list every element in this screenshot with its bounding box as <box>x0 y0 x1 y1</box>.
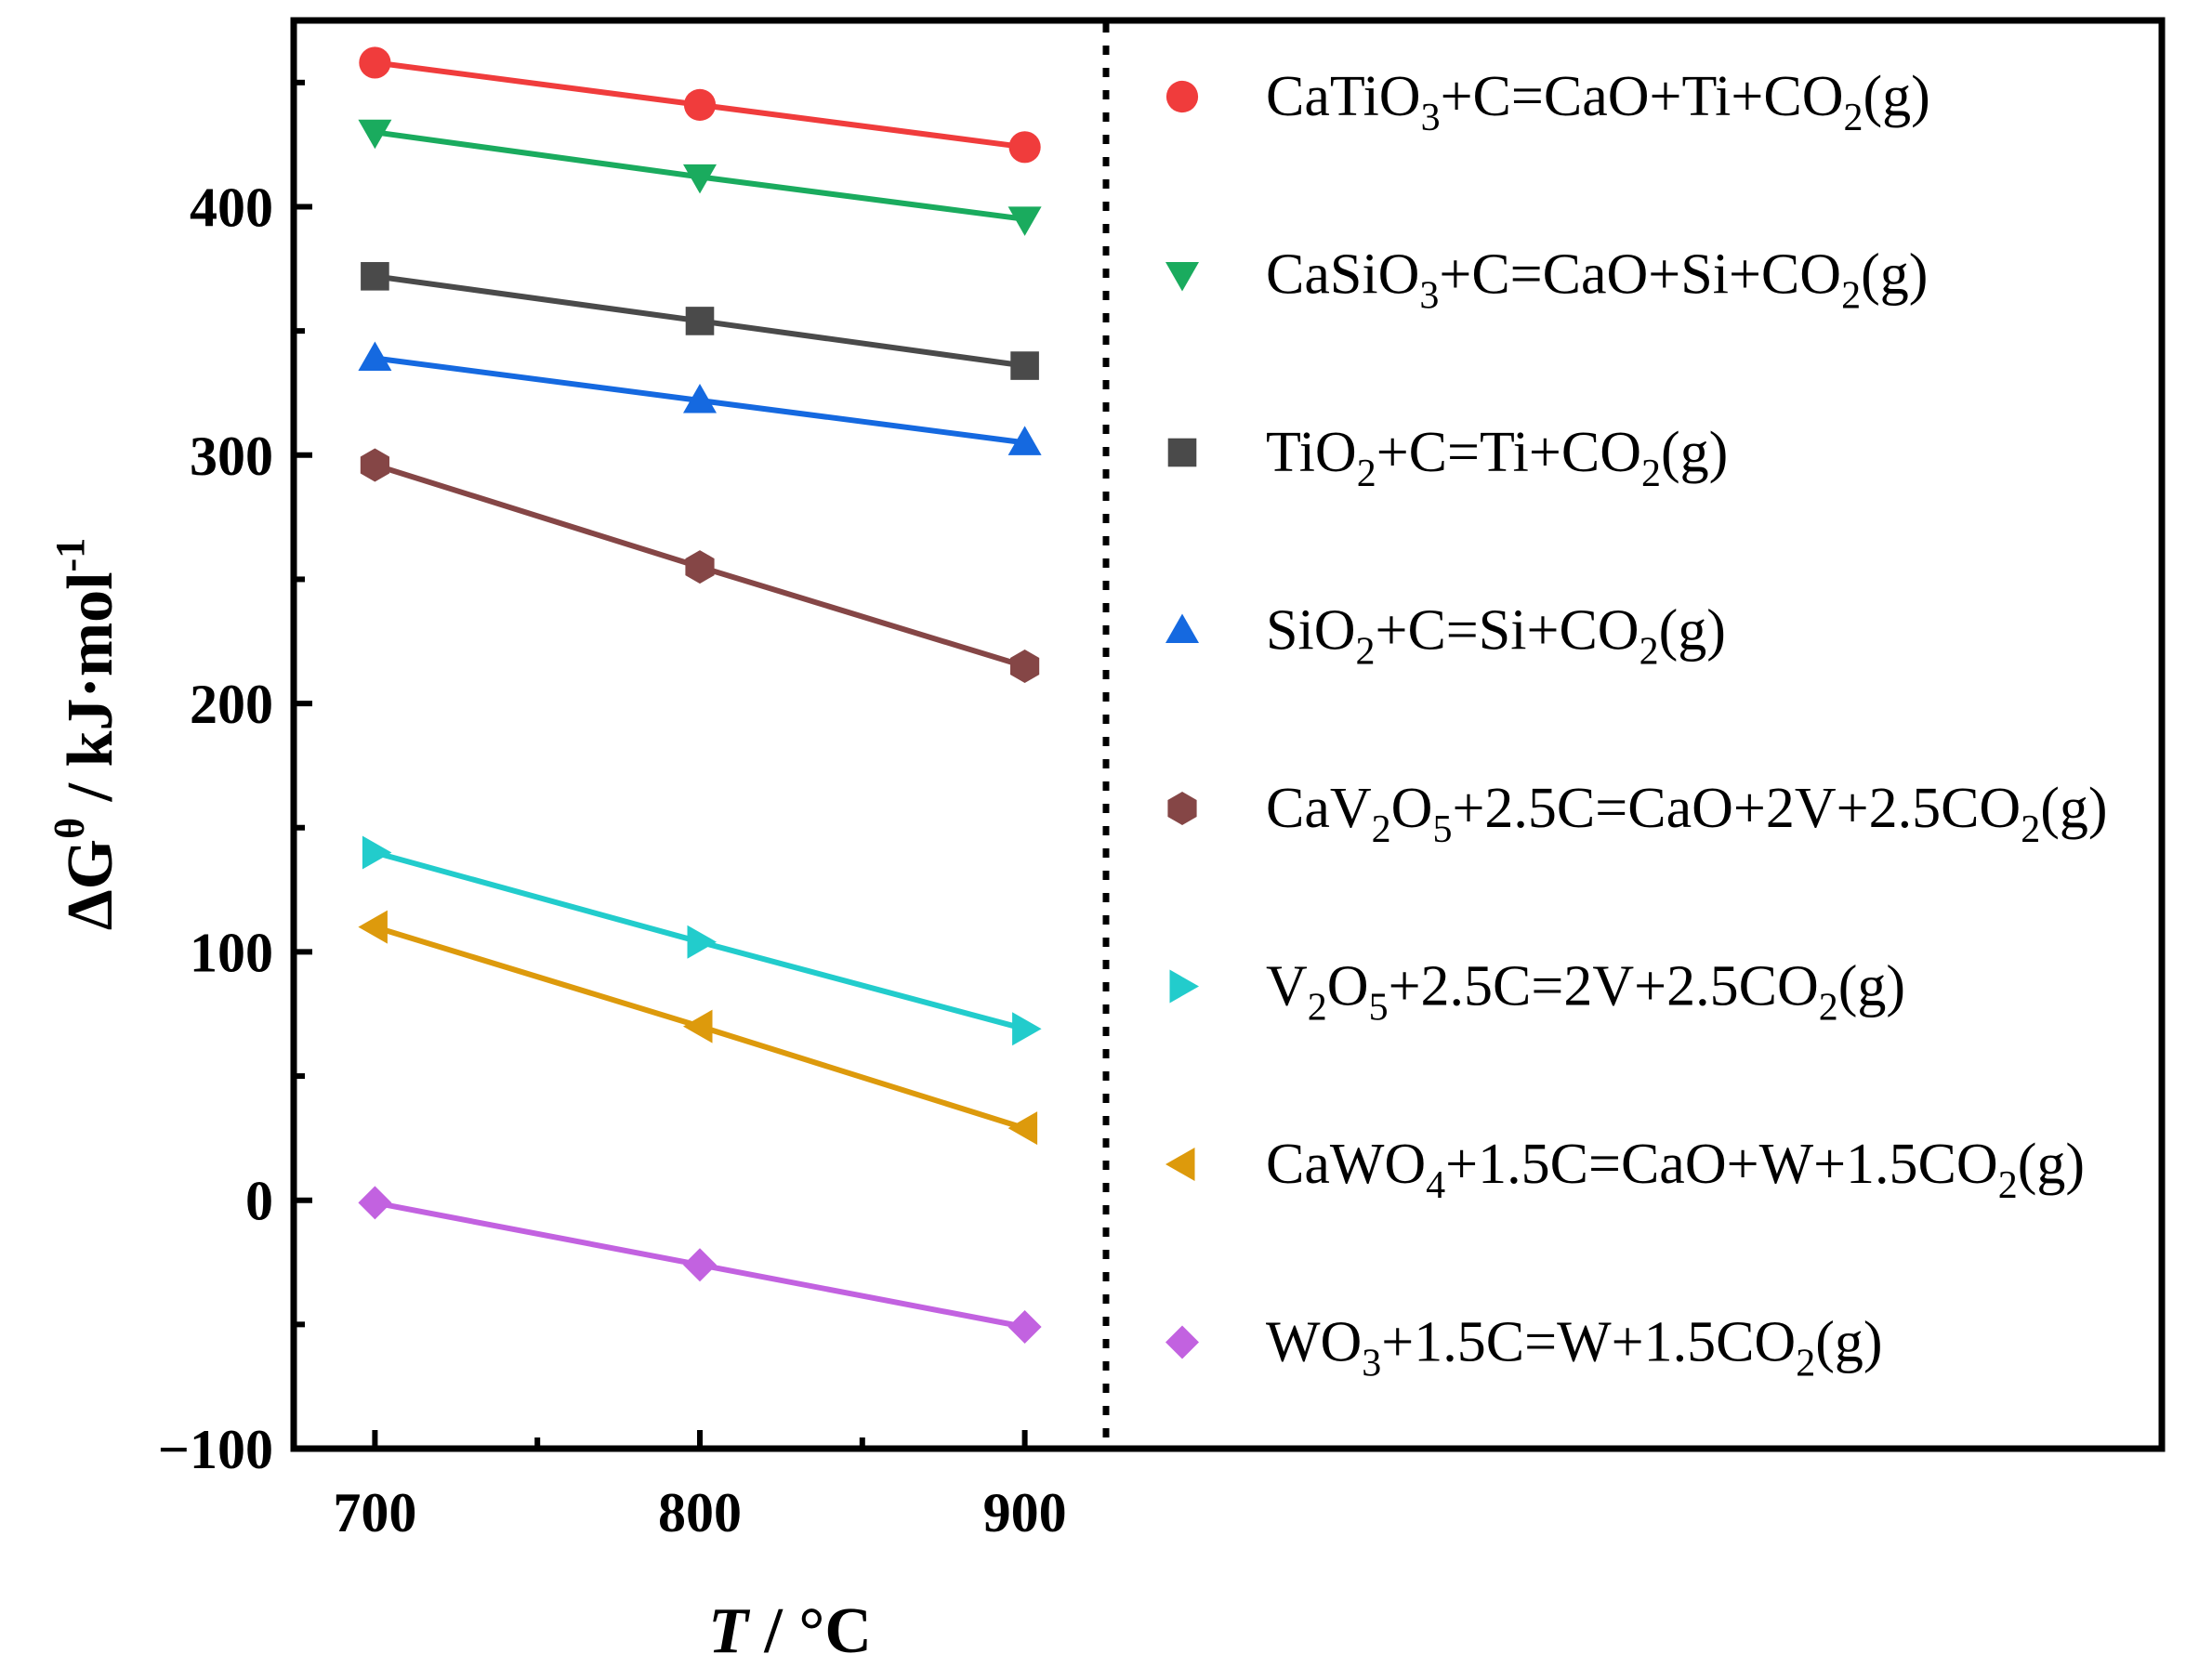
legend-label: CaTiO3+C=CaO+Ti+CO2(g) <box>1266 65 1930 139</box>
data-point <box>362 835 392 870</box>
y-axis-unit: / kJ·mol <box>55 571 126 817</box>
x-axis-unit: / °C <box>748 1595 872 1667</box>
legend-label: V2O5+2.5C=2V+2.5CO2(g) <box>1266 955 1905 1030</box>
legend-label: CaSiO3+C=CaO+Si+CO2(g) <box>1266 243 1928 318</box>
legend-marker <box>1165 613 1199 643</box>
legend-item: CaWO4+1.5C=CaO+W+1.5CO2(g) <box>1165 1133 2085 1207</box>
legend-label: CaV2O5+2.5C=CaO+2V+2.5CO2(g) <box>1266 777 2108 851</box>
legend-marker <box>1169 969 1199 1004</box>
plot-frame <box>290 17 2166 1452</box>
y-axis-unit-exponent: -1 <box>47 538 93 572</box>
y-axis-theta: θ <box>47 818 93 839</box>
data-point <box>683 1009 713 1043</box>
data-point <box>685 550 715 584</box>
data-point <box>358 1186 392 1220</box>
data-point <box>358 119 392 150</box>
x-axis-label: T / °C <box>708 1595 872 1667</box>
data-point <box>683 1248 717 1282</box>
data-point <box>358 910 388 944</box>
series-1 <box>359 46 1041 164</box>
legend-marker <box>1165 1325 1199 1359</box>
series-6 <box>362 835 1042 1046</box>
y-tick-label: 200 <box>190 674 273 735</box>
data-point <box>683 88 717 121</box>
data-point <box>360 448 389 482</box>
x-tick-label: 800 <box>658 1482 742 1543</box>
legend-marker <box>1165 262 1199 292</box>
series-3 <box>361 262 1039 380</box>
data-point <box>687 925 717 959</box>
x-tick-label: 900 <box>983 1482 1067 1543</box>
data-point <box>1007 1111 1038 1146</box>
legend-item: SiO2+C=Si+CO2(g) <box>1165 599 1726 674</box>
legend-marker <box>1165 80 1199 113</box>
legend-item: CaV2O5+2.5C=CaO+2V+2.5CO2(g) <box>1167 777 2108 851</box>
x-axis-variable: T <box>708 1595 751 1667</box>
y-tick-label: 400 <box>190 177 273 238</box>
data-point <box>683 164 717 194</box>
legend-item: CaSiO3+C=CaO+Si+CO2(g) <box>1165 243 1928 318</box>
legend-marker <box>1167 438 1197 467</box>
data-point <box>685 307 715 335</box>
data-point <box>359 46 391 79</box>
series-5 <box>360 448 1040 683</box>
legend-marker <box>1167 792 1197 825</box>
data-point <box>1007 206 1042 236</box>
y-tick-label: 0 <box>245 1171 273 1232</box>
legend: CaTiO3+C=CaO+Ti+CO2(g) CaSiO3+C=CaO+Si+CO… <box>1165 65 2108 1385</box>
data-point <box>683 383 717 413</box>
legend-label: SiO2+C=Si+CO2(g) <box>1266 599 1726 674</box>
series-8 <box>358 1186 1042 1345</box>
legend-label: CaWO4+1.5C=CaO+W+1.5CO2(g) <box>1266 1133 2085 1207</box>
y-tick-label: 100 <box>190 922 273 983</box>
legend-marker <box>1165 1148 1195 1181</box>
legend-item: WO3+1.5C=W+1.5CO2(g) <box>1165 1311 1883 1385</box>
series-layer <box>358 46 1042 1345</box>
data-point <box>358 341 392 372</box>
series-7 <box>358 910 1038 1146</box>
data-point <box>1007 426 1042 455</box>
y-tick-label: 300 <box>190 426 273 487</box>
legend-label: WO3+1.5C=W+1.5CO2(g) <box>1266 1311 1883 1385</box>
tick-labels: −100 0 100 200 300 400 700 800 900 <box>158 177 1067 1543</box>
series-2 <box>358 119 1042 236</box>
y-tick-label: −100 <box>158 1419 273 1480</box>
y-axis-label: ΔGθ / kJ·mol-1 <box>47 538 126 930</box>
y-axis-delta: ΔG <box>55 839 126 930</box>
data-point <box>1010 351 1039 380</box>
x-tick-label: 700 <box>333 1482 416 1543</box>
axis-ticks <box>294 79 1028 1451</box>
data-point <box>1008 131 1041 164</box>
legend-item: V2O5+2.5C=2V+2.5CO2(g) <box>1169 955 1905 1030</box>
legend-label: TiO2+C=Ti+CO2(g) <box>1266 421 1728 495</box>
data-point <box>1012 1012 1042 1046</box>
data-point <box>1010 649 1040 683</box>
data-point <box>361 262 389 291</box>
series-4 <box>358 341 1042 455</box>
data-point <box>1007 1310 1042 1345</box>
legend-item: TiO2+C=Ti+CO2(g) <box>1167 421 1728 495</box>
legend-item: CaTiO3+C=CaO+Ti+CO2(g) <box>1165 65 1930 139</box>
